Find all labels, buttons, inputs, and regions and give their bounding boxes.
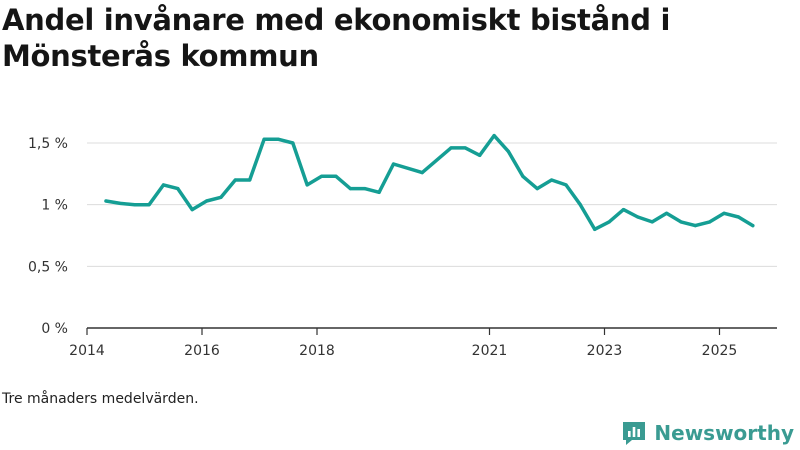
data-point bbox=[305, 183, 309, 187]
data-point bbox=[506, 150, 511, 154]
data-point bbox=[377, 190, 381, 194]
x-tick-label: 2018 bbox=[299, 343, 335, 359]
x-tick-label: 2021 bbox=[472, 343, 508, 359]
data-point bbox=[492, 134, 496, 138]
data-point bbox=[722, 211, 726, 215]
data-point bbox=[133, 203, 137, 207]
data-point bbox=[320, 174, 324, 178]
data-point bbox=[391, 162, 396, 166]
data-point bbox=[751, 224, 755, 228]
y-axis-ticks: 0 % 0,5 % 1 % 1,5 % bbox=[28, 136, 68, 337]
data-point bbox=[521, 174, 525, 178]
data-point bbox=[161, 183, 166, 187]
data-point bbox=[679, 220, 683, 224]
data-point bbox=[535, 187, 539, 191]
x-axis-ticks: 2014 2016 2018 2021 2023 2025 bbox=[69, 328, 737, 359]
data-point bbox=[463, 146, 467, 150]
data-point bbox=[449, 146, 453, 150]
y-tick-label: 0,5 % bbox=[28, 259, 68, 275]
data-point bbox=[564, 183, 568, 187]
data-point bbox=[233, 178, 237, 182]
data-point bbox=[478, 153, 482, 157]
data-point bbox=[736, 215, 741, 219]
data-point bbox=[176, 187, 180, 191]
x-tick-label: 2023 bbox=[587, 343, 623, 359]
data-point bbox=[205, 199, 209, 203]
data-point bbox=[147, 203, 151, 207]
data-point bbox=[621, 208, 626, 212]
data-point bbox=[420, 171, 424, 175]
series bbox=[104, 133, 755, 232]
data-point bbox=[118, 201, 122, 206]
data-point bbox=[262, 137, 266, 141]
chart-footnote: Tre månaders medelvärden. bbox=[2, 391, 199, 407]
x-tick-label: 2014 bbox=[69, 343, 105, 359]
brand-name: Newsworthy bbox=[654, 421, 794, 445]
data-point bbox=[104, 199, 108, 203]
data-point bbox=[693, 224, 697, 228]
y-tick-label: 0 % bbox=[41, 321, 68, 337]
data-point bbox=[363, 187, 367, 191]
data-point bbox=[348, 187, 352, 191]
data-point bbox=[550, 178, 554, 182]
data-point bbox=[636, 215, 640, 219]
x-tick-label: 2025 bbox=[702, 343, 738, 359]
data-point bbox=[593, 227, 597, 231]
data-point bbox=[607, 220, 611, 224]
brand-logo[interactable]: Newsworthy bbox=[620, 419, 794, 447]
newsworthy-logo-icon bbox=[623, 422, 646, 445]
data-point bbox=[650, 220, 654, 224]
x-tick-label: 2016 bbox=[184, 343, 220, 359]
data-point bbox=[578, 203, 582, 207]
y-tick-label: 1,5 % bbox=[28, 136, 68, 152]
y-tick-label: 1 % bbox=[41, 198, 68, 214]
data-point bbox=[708, 220, 712, 224]
chart-title: Andel invånare med ekonomiskt bistånd i … bbox=[2, 3, 671, 73]
series-line-0 bbox=[104, 133, 755, 232]
data-point bbox=[291, 141, 295, 145]
data-point bbox=[276, 137, 281, 141]
data-point bbox=[190, 208, 194, 212]
data-point bbox=[334, 174, 338, 178]
data-point bbox=[248, 178, 252, 182]
data-point bbox=[665, 211, 669, 215]
data-point bbox=[219, 195, 223, 199]
